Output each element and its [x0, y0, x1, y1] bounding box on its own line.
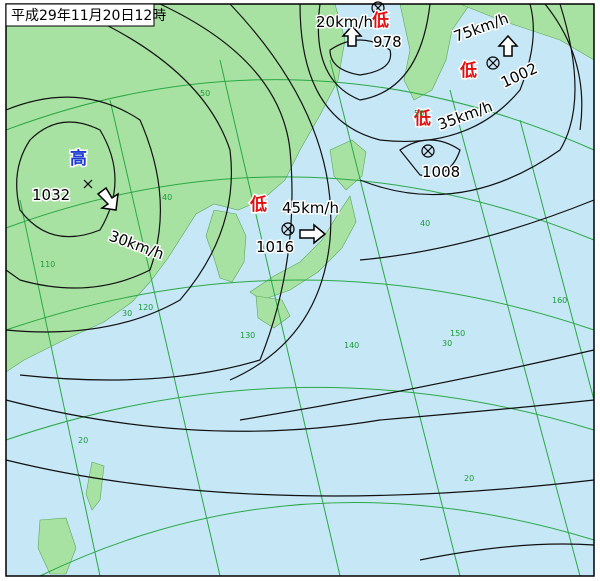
system-kind: 低: [459, 60, 477, 81]
pressure-label: 1016: [256, 238, 294, 256]
system-kind: 低: [371, 10, 389, 31]
latitude-label: 40: [420, 219, 430, 228]
longitude-label: 140: [344, 341, 359, 350]
latitude-label: 40: [162, 193, 172, 202]
speed-label: 20km/h: [316, 13, 373, 31]
pressure-label: 1008: [422, 163, 460, 181]
latitude-label: 50: [414, 109, 424, 118]
system-kind: 高: [70, 148, 87, 169]
land: [5, 3, 595, 575]
motion-arrows: [96, 24, 519, 245]
latitude-label: 20: [464, 474, 474, 483]
latitude-label: 50: [200, 89, 210, 98]
longitude-label: 120: [138, 303, 153, 312]
pressure-label: 978: [373, 33, 402, 51]
longitude-label: 150: [450, 329, 465, 338]
title-box: [5, 3, 155, 27]
pressure-label: 1032: [32, 186, 70, 204]
speed-label: 45km/h: [282, 199, 339, 217]
graticule: [5, 59, 595, 577]
map-title: 平成29年11月20日12時: [11, 8, 166, 24]
longitude-label: 130: [240, 331, 255, 340]
latitude-label: 30: [442, 339, 452, 348]
longitude-label: 160: [552, 296, 567, 305]
isobars: [5, 3, 595, 561]
latitude-label: 20: [78, 436, 88, 445]
latitude-label: 30: [122, 309, 132, 318]
grid-labels: 50 50 40 40 30 30 20 20 110 120 130 140 …: [40, 89, 567, 483]
longitude-label: 110: [40, 260, 55, 269]
system-kind: 低: [413, 108, 431, 129]
symbols: [83, 1, 500, 236]
system-kind: 低: [249, 194, 267, 215]
map-frame: [5, 3, 595, 577]
